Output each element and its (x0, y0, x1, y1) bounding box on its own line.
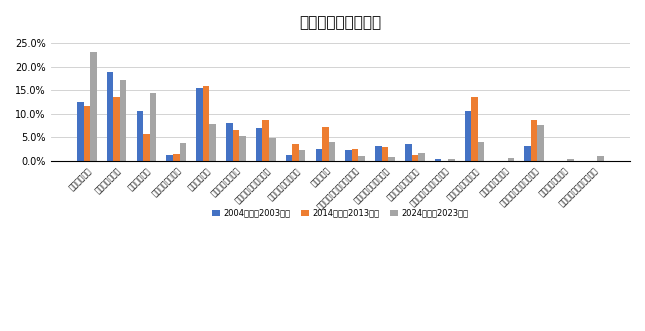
Bar (524, 147, 531, 161)
Bar (137, 112, 143, 161)
Bar (359, 157, 365, 161)
Bar (508, 158, 514, 161)
Bar (120, 80, 126, 161)
Bar (597, 156, 604, 161)
Bar (256, 128, 263, 161)
Bar (418, 153, 424, 161)
Title: ソニー文系選社理由: ソニー文系選社理由 (299, 15, 381, 30)
Bar (299, 150, 306, 161)
Bar (179, 143, 186, 161)
Bar (412, 156, 418, 161)
Bar (329, 142, 335, 161)
Bar (471, 97, 478, 161)
Bar (173, 154, 179, 161)
Bar (233, 130, 239, 161)
Bar (143, 134, 150, 161)
Bar (345, 150, 352, 161)
Bar (77, 102, 83, 161)
Bar (196, 88, 203, 161)
Bar (166, 156, 173, 161)
Bar (286, 155, 292, 161)
Bar (322, 127, 329, 161)
Bar (435, 159, 441, 161)
Bar (567, 159, 574, 161)
Bar (388, 157, 395, 161)
Bar (83, 106, 90, 161)
Bar (531, 120, 537, 161)
Bar (263, 120, 269, 161)
Bar (478, 142, 484, 161)
Bar (114, 97, 120, 161)
Bar (226, 123, 233, 161)
Legend: 2004年卒（2003年）, 2014年卒（2013年）, 2024年卒（2023年）: 2004年卒（2003年）, 2014年卒（2013年）, 2024年卒（202… (209, 205, 472, 221)
Bar (448, 159, 455, 161)
Bar (382, 147, 388, 161)
Bar (315, 149, 322, 161)
Bar (90, 52, 97, 161)
Bar (405, 144, 412, 161)
Bar (292, 144, 299, 161)
Bar (203, 86, 210, 161)
Bar (375, 146, 382, 161)
Bar (537, 125, 544, 161)
Bar (210, 124, 216, 161)
Bar (269, 138, 275, 161)
Bar (464, 111, 471, 161)
Bar (150, 93, 156, 161)
Bar (352, 149, 359, 161)
Bar (239, 136, 246, 161)
Bar (107, 72, 114, 161)
